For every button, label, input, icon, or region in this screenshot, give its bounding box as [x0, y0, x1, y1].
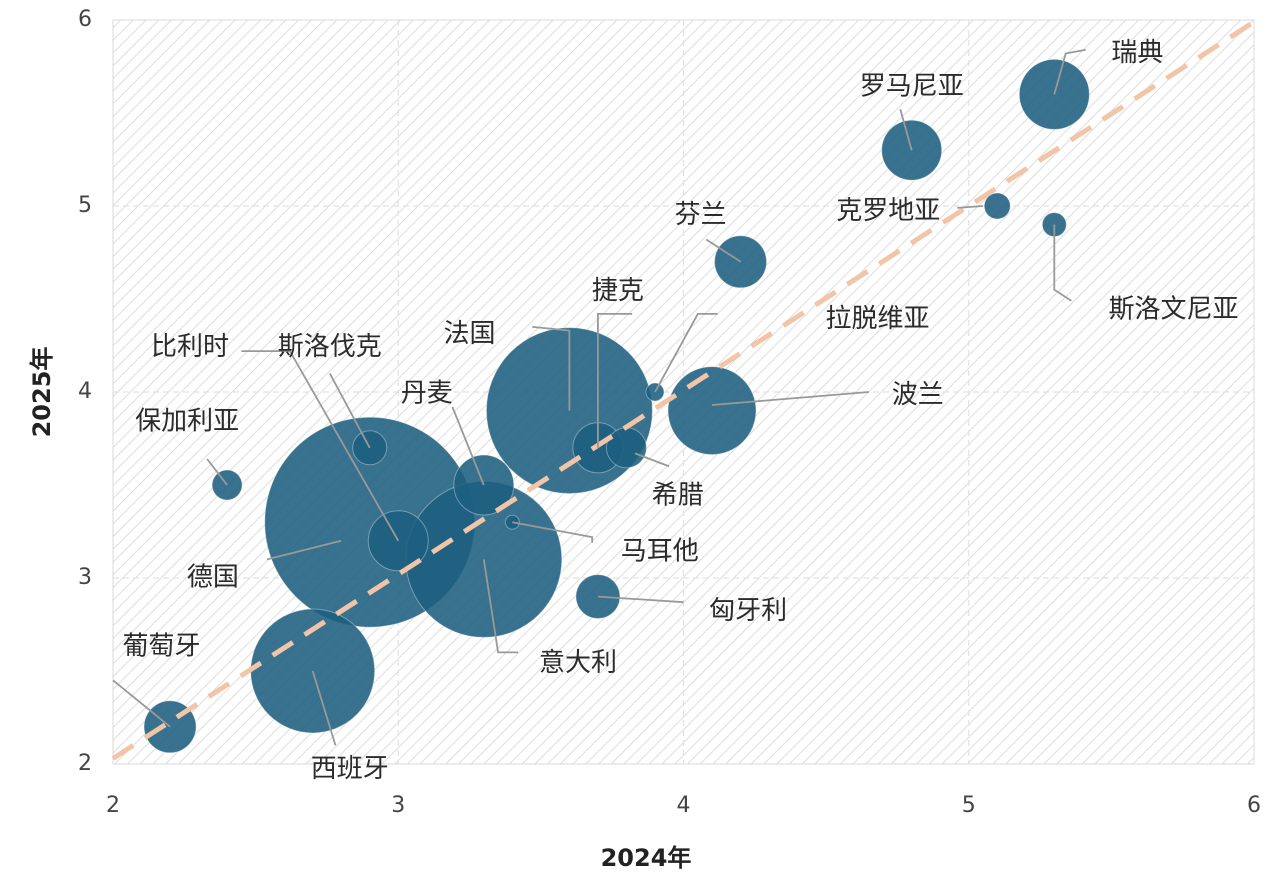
leader-line — [634, 452, 670, 468]
leader-line — [311, 670, 337, 746]
leader-lines — [112, 48, 1086, 746]
y-axis-title: 2025年 — [28, 347, 56, 438]
leader-line — [597, 595, 684, 604]
point-label: 比利时 — [151, 332, 229, 362]
bubble — [453, 454, 515, 516]
y-tick-label: 3 — [78, 565, 92, 590]
x-axis-title: 2024年 — [601, 844, 692, 872]
leader-line — [329, 372, 371, 449]
point-label: 西班牙 — [311, 754, 389, 784]
point-label: 丹麦 — [401, 378, 453, 408]
point-label: 捷克 — [592, 276, 644, 306]
point-label: 匈牙利 — [709, 596, 787, 626]
y-tick-labels: 2 3 4 5 6 — [78, 7, 92, 776]
bubble — [667, 366, 757, 456]
leader-line — [1053, 48, 1086, 95]
x-tick-label: 6 — [1247, 793, 1261, 818]
leader-line — [957, 205, 984, 209]
point-label: 保加利亚 — [135, 406, 239, 436]
point-label: 斯洛文尼亚 — [1109, 295, 1239, 325]
leader-line — [1053, 224, 1072, 302]
point-label: 波兰 — [892, 380, 944, 410]
x-tick-label: 3 — [391, 793, 405, 818]
leader-line — [654, 313, 718, 393]
bubble — [605, 427, 647, 469]
bubble — [983, 192, 1011, 220]
point-label: 斯洛伐克 — [278, 332, 382, 362]
x-tick-label: 2 — [106, 793, 120, 818]
point-label: 芬兰 — [675, 200, 727, 230]
leader-line — [711, 391, 869, 406]
leader-line — [112, 679, 171, 728]
point-label: 克罗地亚 — [836, 196, 940, 226]
leader-line — [512, 521, 594, 543]
leader-line — [597, 313, 633, 448]
x-tick-label: 4 — [677, 793, 691, 818]
point-label: 意大利 — [539, 648, 617, 678]
leader-line — [451, 406, 485, 486]
y-tick-label: 6 — [78, 7, 92, 32]
point-label: 葡萄牙 — [122, 631, 200, 661]
point-label: 法国 — [444, 319, 496, 349]
bubble — [352, 430, 388, 466]
point-label: 罗马尼亚 — [860, 71, 964, 101]
point-label: 瑞典 — [1111, 38, 1163, 68]
bubble — [645, 382, 665, 402]
leader-line — [482, 559, 519, 654]
bubbles — [143, 58, 1090, 754]
point-label: 德国 — [187, 563, 239, 593]
leader-line — [705, 238, 742, 263]
x-tick-label: 5 — [962, 793, 976, 818]
leader-line — [206, 458, 228, 486]
leader-line — [241, 350, 400, 542]
y-tick-label: 5 — [78, 193, 92, 218]
leader-line — [899, 109, 913, 151]
x-tick-labels: 2 3 4 5 6 — [106, 793, 1261, 818]
point-label: 拉脱维亚 — [825, 304, 929, 334]
leader-line — [266, 539, 342, 561]
point-label: 希腊 — [652, 481, 704, 511]
point-label: 马耳他 — [621, 536, 699, 566]
leader-line — [532, 326, 571, 411]
y-tick-label: 4 — [78, 379, 92, 404]
y-tick-label: 2 — [78, 751, 92, 776]
